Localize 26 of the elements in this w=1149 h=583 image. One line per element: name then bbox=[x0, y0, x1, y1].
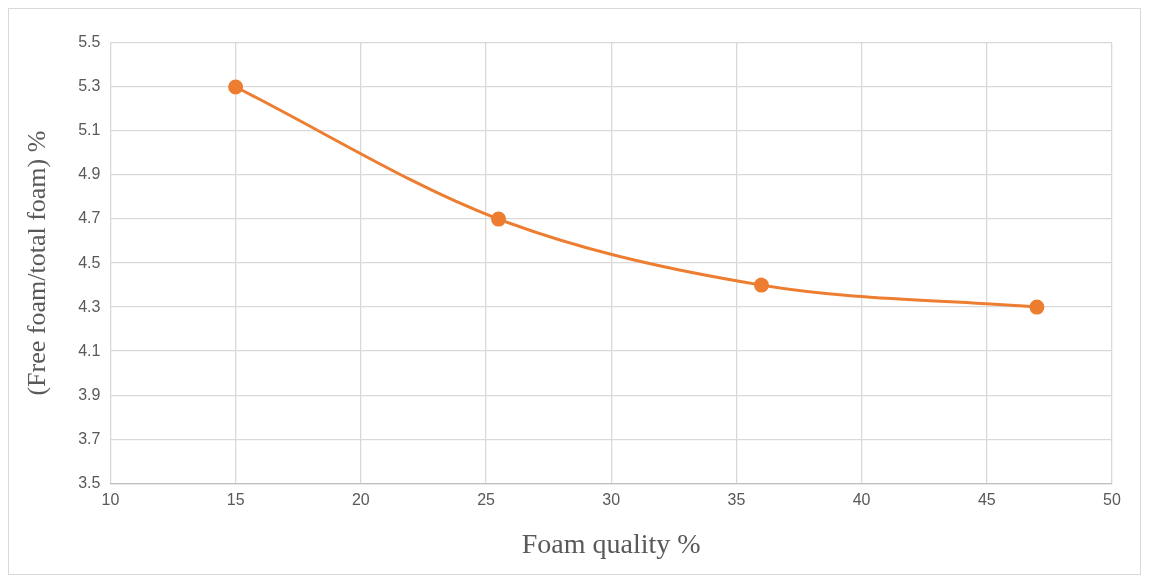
x-tick-label: 25 bbox=[477, 491, 496, 509]
x-tick-label: 20 bbox=[351, 491, 370, 509]
point bbox=[491, 211, 507, 227]
y-axis-title: (Free foam/total foam) % bbox=[22, 130, 52, 396]
y-tick-label: 5.3 bbox=[78, 77, 101, 95]
point bbox=[228, 79, 244, 95]
y-tick-label: 5.1 bbox=[78, 121, 101, 139]
point bbox=[753, 277, 769, 293]
y-tick-label: 3.7 bbox=[78, 429, 101, 447]
y-tick-label: 3.5 bbox=[78, 473, 101, 491]
y-tick-label: 4.9 bbox=[78, 165, 101, 183]
y-tick-label: 4.5 bbox=[78, 253, 101, 271]
x-tick-label: 10 bbox=[101, 491, 120, 509]
x-tick-label: 35 bbox=[727, 491, 746, 509]
point bbox=[1029, 299, 1045, 315]
y-tick-label: 4.3 bbox=[78, 297, 101, 315]
x-tick-label: 15 bbox=[226, 491, 245, 509]
x-tick-label: 50 bbox=[1103, 491, 1121, 509]
y-tick-label: 4.7 bbox=[78, 209, 101, 227]
y-tick-label: 5.5 bbox=[78, 33, 101, 51]
y-tick-label: 4.1 bbox=[78, 341, 101, 359]
x-axis-title: Foam quality % bbox=[521, 527, 701, 559]
x-tick-label: 45 bbox=[977, 491, 996, 509]
y-tick-label: 3.9 bbox=[78, 385, 101, 403]
x-tick-label: 30 bbox=[602, 491, 621, 509]
x-tick-label: 40 bbox=[852, 491, 871, 509]
